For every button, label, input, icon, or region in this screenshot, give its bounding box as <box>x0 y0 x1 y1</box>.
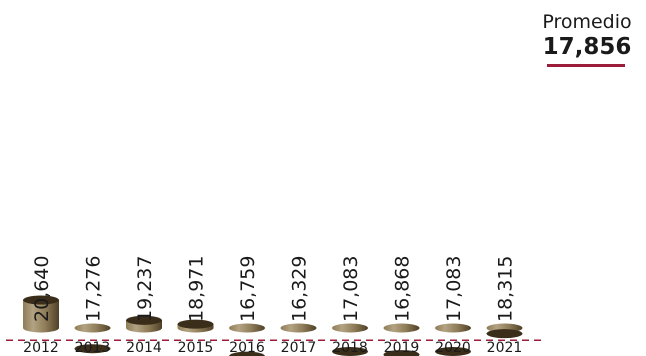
x-tick-label: 2013 <box>75 340 111 356</box>
bar-top-cap <box>177 319 214 329</box>
bar-bottom <box>383 323 420 333</box>
bar-value-label: 20,640 <box>31 256 53 322</box>
bar-bottom <box>435 323 471 333</box>
bar-2015 <box>177 319 214 333</box>
bar-bottom <box>332 323 368 333</box>
x-tick-label: 2012 <box>23 340 59 356</box>
bar-body <box>23 300 59 328</box>
x-axis-ticks: 2012 2013 2014 2015 2016 2017 2018 2019 2020 2021 <box>23 340 522 356</box>
bar-top-cap <box>435 346 471 356</box>
bar-top-cap <box>126 315 162 325</box>
bar-2012 <box>23 295 59 333</box>
bar-bottom <box>126 323 162 333</box>
average-underline <box>547 64 625 67</box>
x-tick-label: 2016 <box>229 340 265 356</box>
average-title: Promedio <box>542 11 632 33</box>
bar-value-label: 18,971 <box>186 256 208 322</box>
bar-2016 <box>229 323 265 356</box>
bar-2017 <box>280 323 317 333</box>
bar-2019 <box>383 323 420 356</box>
x-tick-label: 2015 <box>178 340 214 356</box>
x-tick-label: 2021 <box>487 340 523 356</box>
bar-value-label: 17,083 <box>340 256 362 322</box>
x-tick-label: 2019 <box>384 340 420 356</box>
bar-value-label: 17,276 <box>83 256 105 322</box>
average-annotation: Promedio 17,856 <box>528 10 646 60</box>
bar-value-label: 16,868 <box>392 256 414 322</box>
bar-value-label: 19,237 <box>134 256 156 322</box>
bar-value-label: 18,315 <box>495 256 517 322</box>
bar-bottom <box>23 323 59 333</box>
average-value: 17,856 <box>542 34 632 60</box>
bar-value-label: 17,083 <box>443 256 465 322</box>
bar-top-cap <box>383 350 420 356</box>
x-tick-label: 2020 <box>435 340 471 356</box>
bar-bottom <box>229 323 265 333</box>
bar-bottom <box>280 323 317 333</box>
bar-top-cap <box>74 344 111 354</box>
bar-top-cap <box>229 351 265 356</box>
bar-2014 <box>126 315 162 333</box>
bar-top-cap <box>486 329 523 339</box>
bar-2021 <box>486 323 523 339</box>
bar-2018 <box>332 323 368 356</box>
x-tick-label: 2018 <box>332 340 368 356</box>
bar-value-label: 16,329 <box>289 256 311 322</box>
bar-value-label: 16,759 <box>237 256 259 322</box>
bar-2013 <box>74 323 111 354</box>
bar-bottom <box>74 323 111 333</box>
bars-group <box>23 295 523 356</box>
bar-top-cap <box>332 346 368 356</box>
value-labels-group: 20,640 17,276 19,237 18,971 16,759 16,329 17,0… <box>31 256 517 322</box>
x-tick-label: 2017 <box>281 340 317 356</box>
x-tick-label: 2014 <box>126 340 162 356</box>
bar-2020 <box>435 323 471 356</box>
bar-top-cap <box>23 295 59 305</box>
